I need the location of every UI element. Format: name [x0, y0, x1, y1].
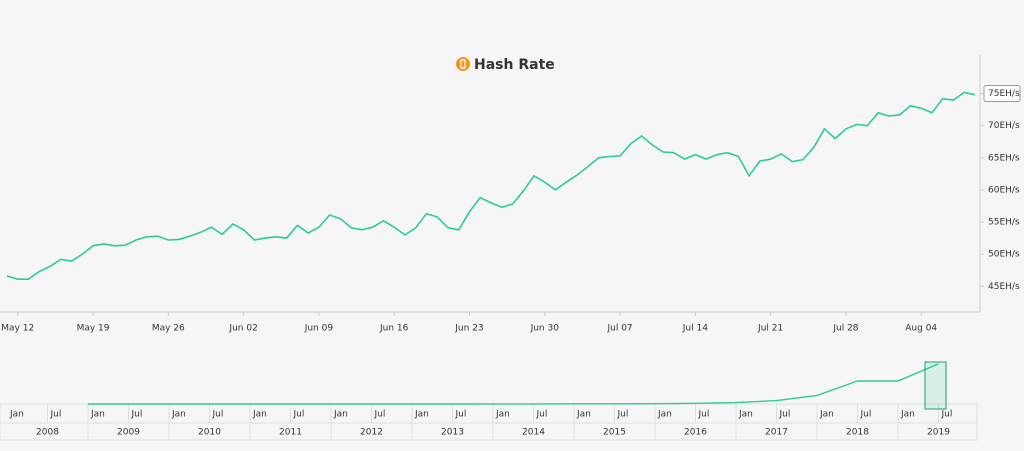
navigator-year-label: 2017 [765, 428, 788, 438]
y-tick-label: 65EH/s [988, 153, 1020, 163]
navigator-month-label: Jan [495, 410, 510, 420]
x-tick-label: Jul 07 [606, 324, 632, 334]
x-tick-label: Jun 02 [228, 324, 257, 334]
navigator-year-label: 2011 [279, 428, 302, 438]
navigator-month-label: Jul [212, 410, 224, 420]
navigator-month-label: Jul [860, 410, 872, 420]
navigator-month-label: Jul [779, 410, 791, 420]
navigator-month-label: Jul [455, 410, 467, 420]
y-tick-label: 45EH/s [988, 282, 1020, 292]
navigator-month-label: Jan [576, 410, 591, 420]
x-tick-label: Jun 30 [530, 324, 560, 334]
x-tick-label: May 19 [77, 324, 110, 334]
navigator-month-label: Jan [900, 410, 915, 420]
x-tick-label: Jun 23 [454, 324, 483, 334]
navigator-month-label: Jan [414, 410, 429, 420]
navigator-selection[interactable] [924, 361, 947, 410]
navigator-year-label: 2016 [684, 428, 707, 438]
navigator-month-label: Jul [131, 410, 143, 420]
x-tick-label: Aug 04 [905, 324, 937, 334]
bitcoin-icon-glyph [460, 59, 466, 69]
navigator-month-label: Jan [657, 410, 672, 420]
navigator-month-label: Jan [252, 410, 267, 420]
x-tick-label: Jul 21 [757, 324, 783, 334]
navigator-month-label: Jul [698, 410, 710, 420]
navigator-month-label: Jul [293, 410, 305, 420]
y-tick-label: 75EH/s [988, 89, 1020, 99]
navigator-month-label: Jul [536, 410, 548, 420]
navigator-month-label: Jan [90, 410, 105, 420]
series-line [6, 91, 976, 280]
navigator-month-label: Jul [941, 410, 953, 420]
x-tick-label: Jun 09 [304, 324, 334, 334]
bitcoin-icon [456, 57, 470, 71]
navigator-month-label: Jul [617, 410, 629, 420]
y-tick-label: 70EH/s [988, 121, 1020, 131]
navigator-month-label: Jan [9, 410, 24, 420]
y-tick-label: 50EH/s [988, 250, 1020, 260]
navigator-year-label: 2018 [846, 428, 869, 438]
x-tick-label: May 12 [1, 324, 34, 334]
navigator-month-label: Jul [50, 410, 62, 420]
y-tick-label: 60EH/s [988, 185, 1020, 195]
navigator-year-label: 2008 [36, 428, 59, 438]
x-tick-label: Jul 28 [832, 324, 858, 334]
navigator-year-label: 2010 [198, 428, 221, 438]
chart-title: Hash Rate [474, 57, 555, 73]
x-tick-label: Jul 14 [682, 324, 708, 334]
navigator-year-label: 2015 [603, 428, 626, 438]
navigator-month-label: Jan [171, 410, 186, 420]
navigator-month-label: Jan [819, 410, 834, 420]
navigator-month-label: Jan [333, 410, 348, 420]
x-tick-label: May 26 [152, 324, 185, 334]
navigator-year-label: 2009 [117, 428, 140, 438]
navigator-line [88, 363, 939, 405]
navigator-year-label: 2012 [360, 428, 383, 438]
navigator-year-label: 2013 [441, 428, 464, 438]
navigator-month-label: Jul [374, 410, 386, 420]
navigator-year-label: 2014 [522, 428, 545, 438]
y-tick-label: 55EH/s [988, 218, 1020, 228]
current-value-box [983, 85, 1021, 103]
x-tick-label: Jun 16 [379, 324, 409, 334]
navigator-month-label: Jan [738, 410, 753, 420]
navigator-year-label: 2019 [927, 428, 950, 438]
